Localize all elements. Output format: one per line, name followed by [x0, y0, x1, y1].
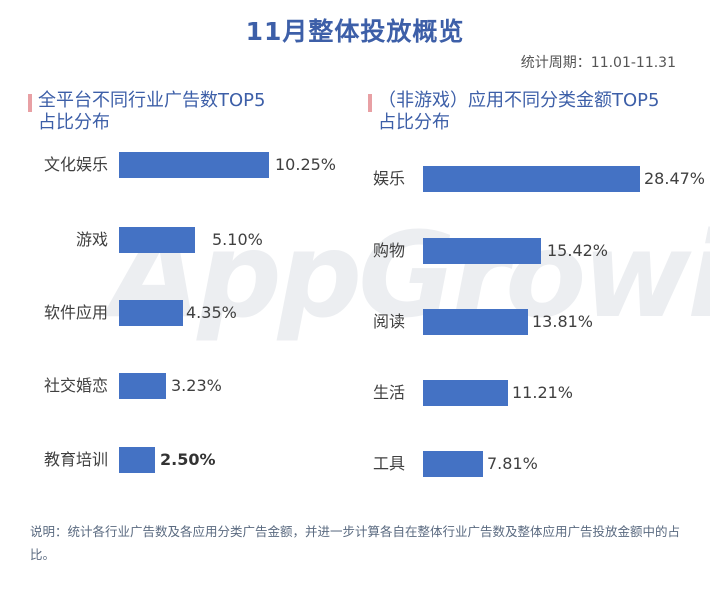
bar-value: 13.81%	[532, 312, 594, 331]
left-bar-row: 游戏 5.10%	[0, 227, 360, 253]
title-marker	[28, 94, 32, 112]
title-marker	[368, 94, 372, 112]
left-bar-row: 文化娱乐 10.25%	[0, 152, 360, 178]
bar-value: 11.21%	[512, 383, 574, 402]
bar-label: 工具	[373, 454, 406, 473]
footnote: 说明：统计各行业广告数及各应用分类广告金额，并进一步计算各自在整体行业广告数及整…	[30, 524, 681, 562]
bar	[423, 380, 508, 406]
bar-label: 购物	[373, 241, 406, 260]
bar-value: 5.10%	[212, 230, 263, 249]
bar	[119, 152, 269, 178]
right-bar-row: 生活 11.21%	[360, 380, 710, 406]
bar	[119, 447, 155, 473]
bar-value: 7.81%	[487, 454, 538, 473]
right-chart-title-line2: 占比分布	[378, 112, 450, 133]
bar	[119, 227, 195, 253]
bar-label: 生活	[373, 383, 406, 402]
right-bar-row: 娱乐 28.47%	[360, 166, 710, 192]
left-bar-row: 教育培训 2.50%	[0, 447, 360, 473]
stat-period: 统计周期：11.01-11.31	[520, 55, 676, 71]
left-bar-row: 社交婚恋 3.23%	[0, 373, 360, 399]
bar-value: 10.25%	[275, 155, 337, 174]
bar	[423, 451, 483, 477]
right-chart-title: （非游戏）应用不同分类金额TOP5 占比分布	[368, 90, 660, 134]
bar-value: 2.50%	[160, 450, 216, 469]
bar-value: 4.35%	[186, 303, 237, 322]
page-title: 11月整体投放概览	[245, 17, 465, 46]
right-bar-row: 购物 15.42%	[360, 238, 710, 264]
right-chart-title-line1: （非游戏）应用不同分类金额TOP5	[378, 90, 660, 111]
bar-label: 游戏	[75, 230, 108, 249]
appgrowing-watermark: AppGrowing	[110, 206, 710, 344]
right-bar-row: 阅读 13.81%	[360, 309, 710, 335]
right-bar-row: 工具 7.81%	[360, 451, 710, 477]
bar	[423, 309, 528, 335]
bar-label: 娱乐	[373, 169, 406, 188]
bar-value: 3.23%	[171, 376, 222, 395]
bar	[119, 300, 183, 326]
bar-value: 15.42%	[547, 241, 609, 260]
bar-label: 软件应用	[43, 303, 108, 322]
bar-value: 28.47%	[644, 169, 706, 188]
bar	[423, 166, 640, 192]
left-chart-title: 全平台不同行业广告数TOP5 占比分布	[28, 90, 266, 134]
bar	[119, 373, 166, 399]
left-bar-row: 软件应用 4.35%	[0, 300, 360, 326]
left-chart-title-line1: 全平台不同行业广告数TOP5	[38, 90, 266, 111]
bar	[423, 238, 541, 264]
bar-label: 教育培训	[43, 450, 108, 469]
bar-label: 阅读	[373, 312, 406, 331]
bar-label: 文化娱乐	[43, 155, 108, 174]
left-chart-title-line2: 占比分布	[38, 112, 110, 133]
bar-label: 社交婚恋	[43, 376, 108, 395]
